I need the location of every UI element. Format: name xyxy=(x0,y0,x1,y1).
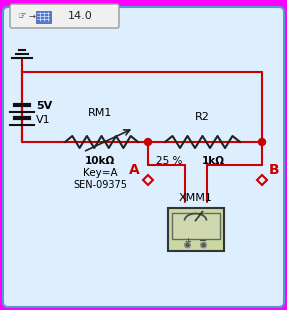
Circle shape xyxy=(202,244,205,246)
Text: RM1: RM1 xyxy=(88,108,112,118)
Text: V1: V1 xyxy=(36,115,51,125)
Text: 25 %: 25 % xyxy=(156,156,182,166)
Text: Key=A: Key=A xyxy=(83,168,117,178)
Text: 10kΩ: 10kΩ xyxy=(85,156,115,166)
Text: +: + xyxy=(184,237,191,246)
Circle shape xyxy=(185,242,190,248)
FancyBboxPatch shape xyxy=(10,4,119,28)
Text: A: A xyxy=(129,163,139,177)
Text: 1kΩ: 1kΩ xyxy=(202,156,225,166)
Text: XMM1: XMM1 xyxy=(179,193,212,203)
Text: R2: R2 xyxy=(195,112,210,122)
Text: −: − xyxy=(199,236,208,246)
Text: SEN-09375: SEN-09375 xyxy=(73,180,127,190)
Text: →: → xyxy=(28,11,36,20)
Text: 5V: 5V xyxy=(36,101,52,111)
Text: B: B xyxy=(269,163,279,177)
FancyBboxPatch shape xyxy=(36,11,51,23)
Circle shape xyxy=(259,139,265,145)
FancyBboxPatch shape xyxy=(172,212,220,238)
FancyBboxPatch shape xyxy=(168,207,224,250)
FancyBboxPatch shape xyxy=(3,7,284,307)
Circle shape xyxy=(186,244,189,246)
Circle shape xyxy=(201,242,206,248)
Circle shape xyxy=(144,139,152,145)
Text: ☞: ☞ xyxy=(18,11,26,21)
Text: 14.0: 14.0 xyxy=(68,11,92,21)
